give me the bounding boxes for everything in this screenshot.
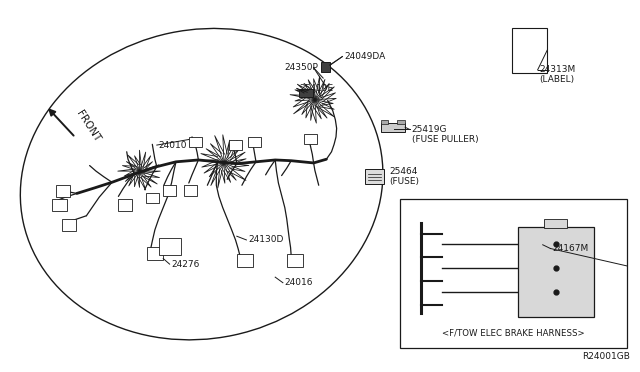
Text: 25464: 25464 bbox=[389, 167, 417, 176]
Bar bbox=[52, 199, 67, 211]
Text: 25419G: 25419G bbox=[412, 125, 447, 134]
Text: 24130D: 24130D bbox=[248, 235, 284, 244]
Bar bbox=[397, 120, 405, 124]
Text: 24167M: 24167M bbox=[552, 244, 589, 253]
Bar bbox=[248, 137, 261, 147]
Bar bbox=[381, 120, 388, 124]
Text: (FUSE): (FUSE) bbox=[389, 177, 419, 186]
Ellipse shape bbox=[20, 28, 383, 340]
Text: R24001GB: R24001GB bbox=[582, 352, 630, 361]
Text: 24276: 24276 bbox=[172, 260, 200, 269]
Text: 24350P: 24350P bbox=[285, 63, 319, 72]
Bar bbox=[299, 89, 313, 97]
Text: 24010: 24010 bbox=[159, 141, 188, 150]
Bar bbox=[381, 123, 405, 132]
Bar bbox=[400, 199, 627, 348]
Bar bbox=[62, 219, 76, 231]
Text: 25419E: 25419E bbox=[299, 84, 333, 93]
Bar bbox=[189, 137, 202, 147]
Bar bbox=[518, 227, 594, 317]
Bar bbox=[237, 254, 253, 267]
Bar bbox=[159, 238, 181, 255]
Bar bbox=[321, 62, 330, 72]
Text: (LABEL): (LABEL) bbox=[540, 76, 575, 84]
Text: 24049DA: 24049DA bbox=[344, 52, 385, 61]
Bar bbox=[512, 28, 547, 73]
Bar bbox=[545, 219, 567, 228]
Bar bbox=[147, 247, 163, 260]
Text: <F/TOW ELEC BRAKE HARNESS>: <F/TOW ELEC BRAKE HARNESS> bbox=[442, 329, 585, 338]
Text: FRONT: FRONT bbox=[74, 109, 102, 144]
Text: 24313M: 24313M bbox=[540, 65, 576, 74]
Text: 24016: 24016 bbox=[285, 278, 314, 287]
Bar bbox=[146, 193, 159, 203]
Bar bbox=[304, 134, 317, 144]
Bar bbox=[287, 254, 303, 267]
Bar bbox=[365, 169, 384, 184]
Bar bbox=[163, 185, 176, 196]
Bar bbox=[184, 185, 197, 196]
Bar bbox=[229, 140, 242, 150]
Text: (FUSE PULLER): (FUSE PULLER) bbox=[412, 135, 478, 144]
Bar bbox=[118, 199, 132, 211]
Bar bbox=[56, 185, 70, 197]
